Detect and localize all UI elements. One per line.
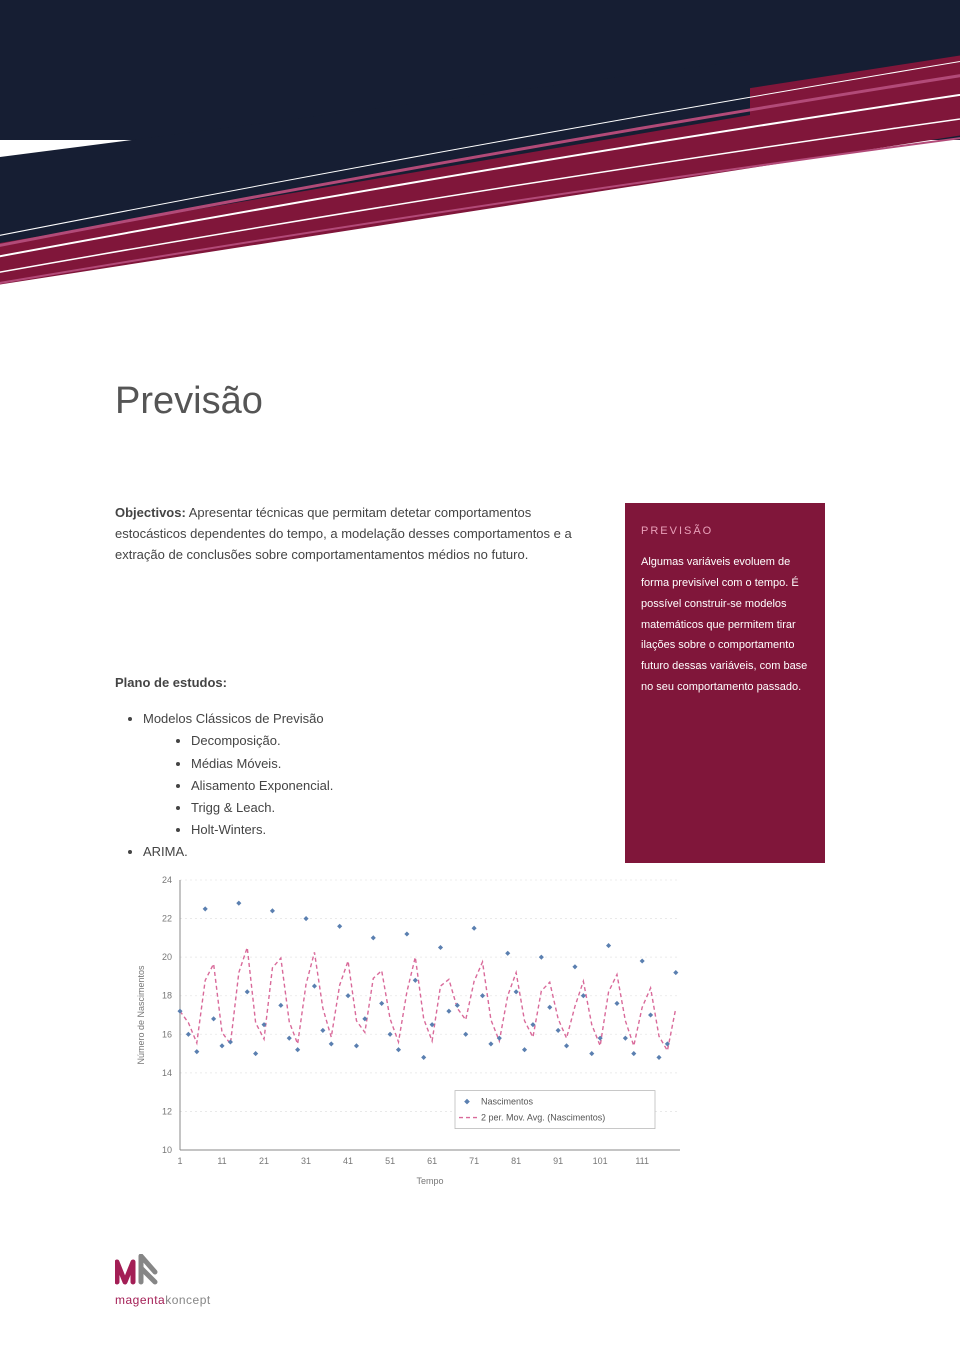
list-item: Trigg & Leach. — [191, 797, 595, 819]
svg-text:24: 24 — [162, 875, 172, 885]
svg-text:16: 16 — [162, 1029, 172, 1039]
list-item: Holt-Winters. — [191, 819, 595, 841]
main-column: Objectivos: Apresentar técnicas que perm… — [115, 503, 595, 863]
svg-text:81: 81 — [511, 1156, 521, 1166]
list-item-label: Modelos Clássicos de Previsão — [143, 711, 324, 726]
list-item: Médias Móveis. — [191, 753, 595, 775]
svg-text:51: 51 — [385, 1156, 395, 1166]
page-content: Previsão Objectivos: Apresentar técnicas… — [115, 380, 855, 863]
sidebar-box: PREVISÃO Algumas variáveis evoluem de fo… — [625, 503, 825, 863]
svg-text:101: 101 — [593, 1156, 608, 1166]
time-series-chart: 1012141618202224111213141516171819110111… — [130, 870, 690, 1190]
objectives-label: Objectivos: — [115, 505, 186, 520]
list-item: Decomposição. — [191, 730, 595, 752]
sidebar-title: PREVISÃO — [641, 521, 809, 542]
logo: magentakoncept — [115, 1254, 211, 1307]
svg-text:12: 12 — [162, 1106, 172, 1116]
logo-mark-icon — [115, 1254, 165, 1286]
two-column-layout: Objectivos: Apresentar técnicas que perm… — [115, 503, 855, 863]
svg-text:71: 71 — [469, 1156, 479, 1166]
svg-text:91: 91 — [553, 1156, 563, 1166]
svg-text:20: 20 — [162, 952, 172, 962]
logo-wordmark: magentakoncept — [115, 1293, 211, 1307]
svg-text:1: 1 — [177, 1156, 182, 1166]
svg-text:31: 31 — [301, 1156, 311, 1166]
objectives-paragraph: Objectivos: Apresentar técnicas que perm… — [115, 503, 595, 565]
sub-list: Decomposição. Médias Móveis. Alisamento … — [143, 730, 595, 840]
logo-word-gray: koncept — [165, 1293, 211, 1307]
sidebar-body: Algumas variáveis evoluem de forma previ… — [641, 552, 809, 698]
list-item: Alisamento Exponencial. — [191, 775, 595, 797]
svg-text:Número de Nascimentos: Número de Nascimentos — [136, 965, 146, 1065]
svg-text:11: 11 — [217, 1156, 226, 1166]
svg-text:10: 10 — [162, 1145, 172, 1155]
study-plan-label: Plano de estudos: — [115, 675, 595, 690]
svg-text:14: 14 — [162, 1068, 172, 1078]
svg-text:61: 61 — [427, 1156, 437, 1166]
svg-text:111: 111 — [635, 1156, 649, 1166]
svg-text:Nascimentos: Nascimentos — [481, 1097, 534, 1107]
list-item: ARIMA. — [143, 841, 595, 863]
svg-text:2 per. Mov. Avg. (Nascimentos): 2 per. Mov. Avg. (Nascimentos) — [481, 1113, 605, 1123]
list-item: Modelos Clássicos de Previsão Decomposiç… — [143, 708, 595, 841]
logo-word-accent: magenta — [115, 1293, 165, 1307]
page-title: Previsão — [115, 380, 855, 423]
study-plan-list: Modelos Clássicos de Previsão Decomposiç… — [115, 708, 595, 863]
svg-text:Tempo: Tempo — [416, 1176, 443, 1186]
header-band — [0, 0, 960, 350]
svg-text:18: 18 — [162, 991, 172, 1001]
svg-text:22: 22 — [162, 914, 172, 924]
svg-text:41: 41 — [343, 1156, 353, 1166]
svg-text:21: 21 — [259, 1156, 269, 1166]
